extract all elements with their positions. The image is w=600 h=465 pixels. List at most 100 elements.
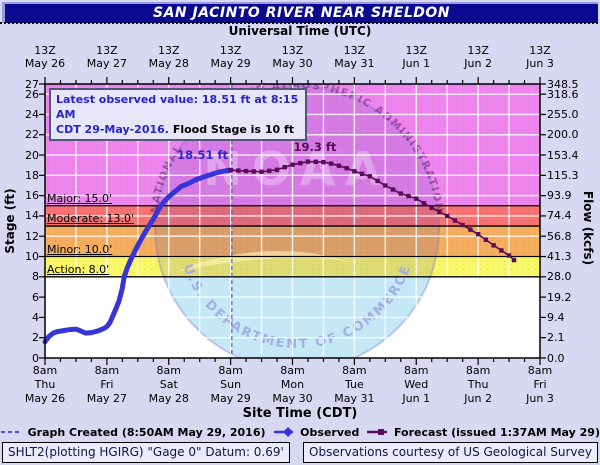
- bottom-tick-date: May 31: [334, 392, 375, 405]
- top-tick-hour: 13Z: [96, 44, 118, 57]
- flood-category-label-minor: Minor: 10.0': [47, 242, 113, 256]
- bottom-tick-date: Jun 3: [526, 392, 554, 405]
- chart-legend: Graph Created (8:50AM May 29, 2016) Obse…: [0, 424, 600, 440]
- graph-created-line-icon: [1, 431, 21, 433]
- bottom-tick-day: Tue: [344, 378, 364, 391]
- flood-threshold-lines: [45, 205, 540, 278]
- stage-tick-label: 16: [25, 189, 39, 203]
- bottom-tick-hour: 8am: [527, 364, 553, 377]
- bottom-tick-day: Thu: [467, 378, 489, 391]
- stage-tick-label: 20: [25, 148, 39, 162]
- top-tick-date: May 27: [86, 57, 127, 70]
- legend-observed-label: Observed: [300, 425, 360, 439]
- bottom-tick-date: May 28: [148, 392, 189, 405]
- stage-tick-label: 0: [32, 351, 39, 365]
- flow-tick-label: 28.0: [547, 270, 572, 284]
- stage-tick-label: 8: [32, 270, 39, 284]
- bottom-tick-date: May 30: [272, 392, 313, 405]
- latest-observed-line2: CDT 29-May-2016.: [56, 123, 169, 136]
- top-tick-hour: 13Z: [157, 44, 180, 57]
- top-tick-date: May 30: [272, 57, 313, 70]
- flood-category-label-action: Action: 8.0': [47, 262, 110, 276]
- flow-tick-label: 2.1: [547, 331, 565, 345]
- flow-axis-title: Flow (kcfs): [581, 190, 595, 266]
- bottom-tick-day: Sun: [220, 378, 242, 391]
- top-tick-hour: 13Z: [467, 44, 489, 57]
- bottom-tick-day: Mon: [280, 378, 305, 391]
- stage-tick-label: 6: [32, 290, 39, 304]
- top-tick-date: May 26: [24, 57, 66, 70]
- bottom-tick-hour: 8am: [280, 364, 305, 377]
- stage-tick-label: 22: [25, 128, 39, 142]
- top-tick-hour: 13Z: [343, 44, 366, 57]
- flow-tick-label: 19.2: [547, 290, 572, 304]
- stage-tick-label: 4: [32, 310, 39, 324]
- stage-tick-label: 14: [25, 209, 39, 223]
- flow-tick-label: 41.3: [547, 250, 572, 264]
- bottom-tick-day: Wed: [404, 378, 429, 391]
- latest-observed-line1: Latest observed value: 18.51 ft at 8:15 …: [56, 93, 299, 121]
- bottom-tick-day: Thu: [34, 378, 56, 391]
- stage-tick-label: 18: [25, 168, 39, 182]
- flow-tick-label: 348.5: [547, 77, 579, 91]
- bottom-tick-day: Sat: [159, 378, 178, 391]
- bottom-tick-date: Jun 2: [464, 392, 492, 405]
- bottom-tick-day: Fri: [100, 378, 114, 391]
- flow-tick-label: 93.9: [547, 189, 572, 203]
- forecast-crest-annotation: 19.3 ft: [293, 140, 337, 154]
- top-axis-title: Universal Time (UTC): [228, 24, 372, 38]
- flow-tick-label: 115.3: [547, 168, 579, 182]
- title-divider: [0, 22, 600, 24]
- stage-tick-label: 12: [25, 229, 39, 243]
- flow-tick-label: 318.6: [547, 87, 579, 101]
- bottom-tick-hour: 8am: [218, 364, 243, 377]
- bottom-tick-date: May 26: [24, 392, 66, 405]
- axis-tick-marks: [39, 77, 546, 365]
- flood-category-label-moderate: Moderate: 13.0': [47, 212, 135, 226]
- bottom-tick-hour: 8am: [404, 364, 429, 377]
- top-tick-date: Jun 3: [526, 57, 554, 70]
- bottom-tick-date: May 27: [86, 392, 127, 405]
- forecast-line-icon: [367, 429, 387, 435]
- stage-tick-label: 10: [25, 250, 39, 264]
- top-tick-hour: 13Z: [405, 44, 428, 57]
- flow-tick-label: 200.0: [547, 128, 579, 142]
- observed-latest-annotation: 18.51 ft: [177, 148, 228, 162]
- forecast-series-markers: [228, 159, 517, 263]
- top-tick-hour: 13Z: [281, 44, 304, 57]
- latest-observed-info-box: Latest observed value: 18.51 ft at 8:15 …: [49, 88, 307, 141]
- top-tick-date: May 29: [210, 57, 251, 70]
- flood-stage-note: Flood Stage is 10 ft: [168, 123, 295, 136]
- flow-tick-label: 9.4: [547, 310, 565, 324]
- top-tick-hour: 13Z: [34, 44, 56, 57]
- bottom-tick-hour: 8am: [94, 364, 120, 377]
- flow-tick-label: 56.8: [547, 229, 572, 243]
- stage-tick-label: 27: [25, 77, 39, 91]
- observed-series-line: [42, 167, 234, 345]
- observations-credit-note: Observations courtesy of US Geological S…: [303, 442, 598, 463]
- top-tick-date: May 28: [148, 57, 189, 70]
- top-tick-date: May 31: [334, 57, 375, 70]
- page-title: SAN JACINTO RIVER NEAR SHELDON: [2, 2, 598, 23]
- flood-category-label-major: Major: 15.0': [47, 191, 113, 205]
- bottom-axis-title: Site Time (CDT): [242, 406, 358, 421]
- gage-datum-note: SHLT2(plotting HGIRG) "Gage 0" Datum: 0.…: [2, 442, 290, 463]
- top-tick-hour: 13Z: [529, 44, 551, 57]
- stage-tick-label: 2: [32, 331, 39, 345]
- flow-tick-label: 153.4: [547, 148, 579, 162]
- flow-tick-label: 0.0: [547, 351, 565, 365]
- stage-tick-label: 24: [25, 107, 39, 121]
- stage-tick-label: 26: [25, 87, 39, 101]
- bottom-tick-hour: 8am: [342, 364, 367, 377]
- flow-tick-label: 255.0: [547, 107, 579, 121]
- bottom-tick-hour: 8am: [465, 364, 491, 377]
- legend-graph-created-label: Graph Created (8:50AM May 29, 2016): [27, 425, 266, 439]
- bottom-tick-date: May 29: [210, 392, 251, 405]
- top-tick-hour: 13Z: [219, 44, 242, 57]
- bottom-tick-hour: 8am: [32, 364, 58, 377]
- top-tick-date: Jun 2: [464, 57, 492, 70]
- bottom-tick-day: Fri: [533, 378, 547, 391]
- observed-line-icon: [273, 427, 294, 437]
